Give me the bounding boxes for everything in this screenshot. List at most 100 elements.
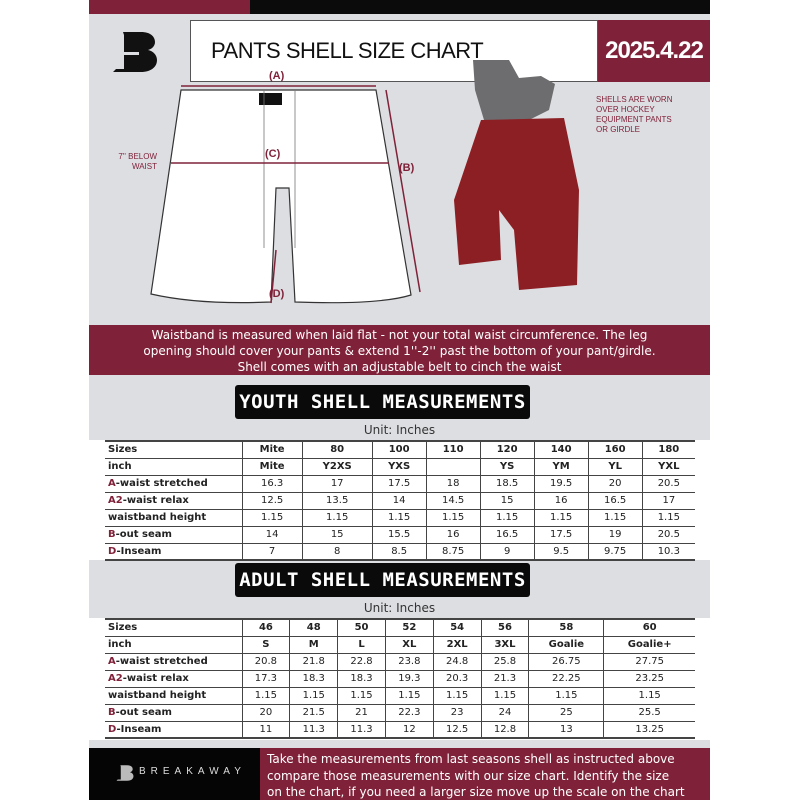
table-cell: 18.3 bbox=[337, 670, 386, 688]
table-row: Sizes Mite 80 100 110 120 140 160 180 bbox=[105, 440, 695, 459]
adult-section-title: ADULT SHELL MEASUREMENTS bbox=[235, 563, 530, 597]
measurement-name: -waist relax bbox=[122, 495, 189, 506]
row-label: inch bbox=[105, 458, 243, 476]
youth-section-title: YOUTH SHELL MEASUREMENTS bbox=[235, 385, 530, 419]
table-cell: 58 bbox=[528, 618, 605, 637]
row-label: Sizes bbox=[105, 618, 243, 637]
table-cell: 1.15 bbox=[433, 687, 482, 705]
measurement-name: waistband height bbox=[108, 690, 207, 701]
footer-line: on the chart, if you need a larger size … bbox=[267, 785, 685, 799]
measurement-letter: A2 bbox=[108, 495, 123, 506]
table-row: A-waist stretched 16.3 17 17.5 18 18.5 19.5 20 2… bbox=[105, 475, 695, 493]
shell-note: SHELLS ARE WORN OVER HOCKEY EQUIPMENT PA… bbox=[596, 95, 672, 135]
table-row: B-out seam 20 21.5 21 22.3 23 24 25 25.5 bbox=[105, 704, 695, 722]
table-cell: 18.3 bbox=[289, 670, 339, 688]
measurement-name: -out seam bbox=[115, 529, 172, 540]
measurement-letter: A bbox=[108, 656, 116, 667]
table-cell: 18.5 bbox=[480, 475, 535, 493]
table-cell: 1.15 bbox=[528, 687, 605, 705]
table-cell: YM bbox=[534, 458, 589, 476]
table-cell: 11.3 bbox=[289, 721, 339, 739]
table-cell: 23 bbox=[433, 704, 482, 722]
measurement-name: Sizes bbox=[108, 444, 138, 456]
label-b: (B) bbox=[399, 162, 415, 174]
footer-line: Take the measurements from last seasons … bbox=[267, 752, 675, 766]
note-line: EQUIPMENT PANTS bbox=[596, 115, 672, 124]
measurement-letter: B bbox=[108, 529, 116, 540]
size-chart-page: PANTS SHELL SIZE CHART 2025.4.22 (A) (C)… bbox=[89, 0, 710, 800]
measurement-name: -waist stretched bbox=[115, 656, 208, 667]
table-cell: L bbox=[337, 636, 386, 654]
table-cell: 1.15 bbox=[426, 509, 481, 527]
table-row: inch Mite Y2XS YXS YS YM YL YXL bbox=[105, 458, 695, 476]
table-cell: 22.3 bbox=[385, 704, 434, 722]
note-line: 7'' BELOW bbox=[118, 152, 157, 161]
row-label: waistband height bbox=[105, 509, 243, 527]
row-label: D-Inseam bbox=[105, 543, 243, 561]
table-cell: 19.5 bbox=[534, 475, 589, 493]
table-cell: 56 bbox=[481, 618, 530, 637]
table-cell: 3XL bbox=[481, 636, 530, 654]
breakaway-logo-small bbox=[116, 765, 134, 781]
buckle-icon bbox=[259, 93, 282, 105]
table-cell: 1.15 bbox=[289, 687, 339, 705]
table-cell: 180 bbox=[642, 440, 695, 459]
table-cell: 10.3 bbox=[642, 543, 695, 561]
row-label: A2-waist relax bbox=[105, 492, 243, 510]
table-cell: 21.5 bbox=[289, 704, 339, 722]
table-row: waistband height 1.15 1.15 1.15 1.15 1.15 1.15… bbox=[105, 509, 695, 527]
measurement-name: waistband height bbox=[108, 512, 207, 523]
table-cell: 8.75 bbox=[426, 543, 481, 561]
table-row: D-Inseam 7 8 8.5 8.75 9 9.5 9.75 10.3 bbox=[105, 543, 695, 561]
measurement-letter: B bbox=[108, 707, 116, 718]
note-line: OVER HOCKEY bbox=[596, 105, 655, 114]
banner-line: Waistband is measured when laid flat - n… bbox=[151, 328, 648, 342]
table-cell: YXL bbox=[642, 458, 695, 476]
table-cell: 17 bbox=[642, 492, 695, 510]
table-cell: 1.15 bbox=[481, 687, 530, 705]
table-cell: 17.5 bbox=[534, 526, 589, 544]
table-cell: 27.75 bbox=[603, 653, 695, 671]
table-cell: 1.15 bbox=[302, 509, 373, 527]
table-cell: 160 bbox=[588, 440, 643, 459]
table-cell: 7 bbox=[242, 543, 303, 561]
table-row: A2-waist relax 12.5 13.5 14 14.5 15 16 16.5 17 bbox=[105, 492, 695, 510]
footer-instructions: Take the measurements from last seasons … bbox=[260, 748, 710, 800]
table-cell: 12 bbox=[385, 721, 434, 739]
breakaway-logo bbox=[109, 32, 157, 72]
table-cell: 46 bbox=[242, 618, 291, 637]
table-cell: YS bbox=[480, 458, 535, 476]
table-cell: Y2XS bbox=[302, 458, 373, 476]
label-a: (A) bbox=[269, 70, 285, 82]
table-cell: 60 bbox=[603, 618, 695, 637]
label-d: (D) bbox=[269, 288, 285, 300]
table-cell: 15 bbox=[480, 492, 535, 510]
row-label: D-Inseam bbox=[105, 721, 243, 739]
measurement-name: Sizes bbox=[108, 622, 138, 634]
table-cell: 19.3 bbox=[385, 670, 434, 688]
table-cell: 25.5 bbox=[603, 704, 695, 722]
brand-name: BREAKAWAY bbox=[139, 766, 246, 777]
table-row: inch S M L XL 2XL 3XL Goalie Goalie+ bbox=[105, 636, 695, 654]
table-cell: S bbox=[242, 636, 291, 654]
table-cell: 23.8 bbox=[385, 653, 434, 671]
measurement-letter: A bbox=[108, 478, 116, 489]
measurement-letter: D bbox=[108, 723, 117, 735]
table-cell: 14.5 bbox=[426, 492, 481, 510]
measurement-name: inch bbox=[108, 639, 132, 650]
top-bar bbox=[250, 0, 710, 14]
youth-unit-label: Unit: Inches bbox=[363, 423, 436, 437]
table-cell: 25.8 bbox=[481, 653, 530, 671]
table-cell: 13 bbox=[528, 721, 605, 739]
measurement-letter: D bbox=[108, 545, 117, 557]
table-cell: 9 bbox=[480, 543, 535, 561]
measuring-instructions-banner: Waistband is measured when laid flat - n… bbox=[89, 325, 710, 375]
table-cell: 17.3 bbox=[242, 670, 291, 688]
table-cell: 11 bbox=[242, 721, 291, 739]
table-cell: 15 bbox=[302, 526, 373, 544]
table-cell: 21.8 bbox=[289, 653, 339, 671]
adult-unit-label: Unit: Inches bbox=[363, 601, 436, 615]
table-cell: YL bbox=[588, 458, 643, 476]
note-line: SHELLS ARE WORN bbox=[596, 95, 673, 104]
table-row: B-out seam 14 15 15.5 16 16.5 17.5 19 20.5 bbox=[105, 526, 695, 544]
